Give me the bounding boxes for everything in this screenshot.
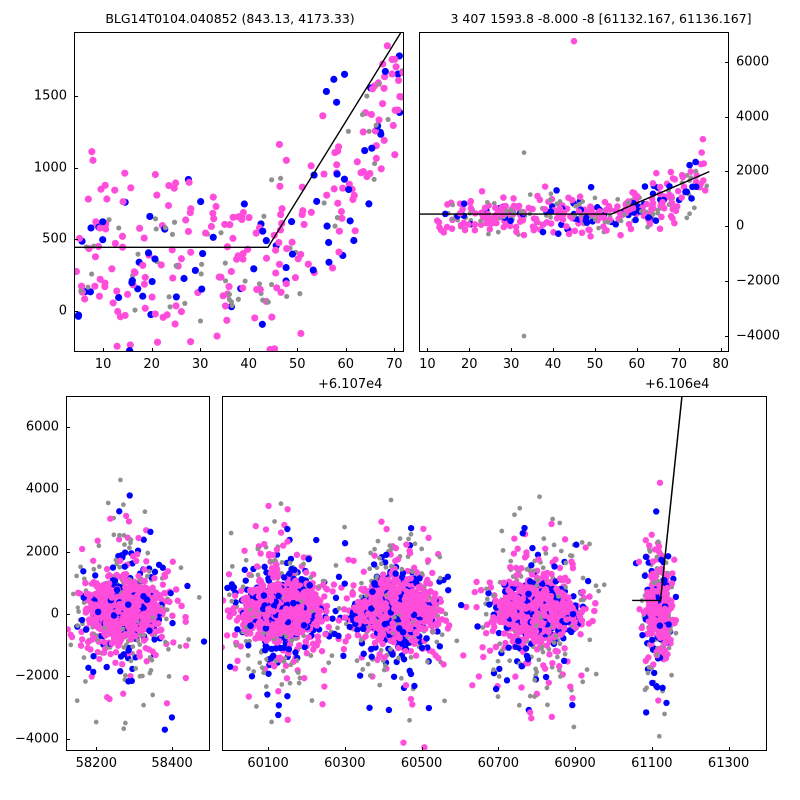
y-tick-label: 2000 (25, 544, 59, 560)
x-tick-mark (636, 348, 638, 352)
y-tick-label: 6000 (736, 54, 770, 70)
y-tick-mark (725, 171, 729, 173)
y-tick-label: 1000 (33, 160, 67, 176)
x-tick-mark (345, 348, 347, 352)
x-tick-mark (427, 348, 429, 352)
x-tick-mark (344, 747, 346, 751)
x-tick-label: 60900 (554, 756, 596, 771)
x-tick-mark (511, 348, 513, 352)
x-tick-label: 70 (386, 357, 403, 372)
y-tick-mark (66, 613, 70, 615)
y-tick-mark (66, 551, 70, 553)
y-tick-label: 4000 (25, 481, 59, 497)
y-tick-label: −4000 (736, 328, 780, 344)
y-tick-label: 6000 (25, 419, 59, 435)
top-right-x-offset-label: +6.106e4 (645, 377, 710, 392)
y-tick-mark (74, 310, 78, 312)
x-tick-mark (575, 747, 577, 751)
x-tick-label: 60700 (477, 756, 520, 771)
x-tick-mark (151, 348, 153, 352)
y-tick-label: 2000 (736, 163, 770, 179)
x-tick-label: 10 (419, 357, 436, 372)
y-tick-label: 4000 (736, 109, 770, 125)
top-left-panel (74, 32, 404, 352)
x-tick-label: 20 (460, 357, 478, 372)
y-tick-label: 500 (42, 231, 67, 247)
y-tick-mark (725, 62, 729, 64)
y-tick-mark (74, 96, 78, 98)
x-tick-label: 60100 (247, 756, 289, 771)
x-tick-mark (728, 747, 730, 751)
x-tick-label: 58400 (151, 756, 193, 771)
x-tick-mark (553, 348, 555, 352)
x-tick-label: 50 (288, 357, 306, 372)
x-tick-mark (720, 348, 722, 352)
x-tick-label: 60300 (324, 756, 366, 771)
x-tick-label: 60500 (400, 756, 443, 771)
top-left-x-offset-label: +6.107e4 (318, 377, 383, 392)
y-tick-label: −2000 (736, 273, 780, 289)
x-tick-mark (96, 747, 98, 751)
bottom-left-plot-area (67, 477, 208, 733)
top-left-panel-title: BLG14T0104.040852 (843.13, 4173.33) (105, 11, 355, 26)
x-tick-label: 61100 (631, 756, 673, 771)
y-tick-label: 1500 (33, 88, 67, 104)
bottom-right-axes (222, 396, 767, 751)
top-left-axes (74, 32, 404, 352)
y-tick-mark (66, 676, 70, 678)
x-tick-mark (172, 747, 174, 751)
x-tick-label: 80 (712, 357, 729, 372)
x-tick-label: 40 (544, 357, 562, 372)
x-tick-label: 20 (143, 357, 160, 372)
x-tick-label: 60 (337, 357, 355, 372)
y-tick-label: 0 (50, 606, 59, 622)
y-tick-mark (74, 167, 78, 169)
x-tick-label: 61300 (707, 756, 750, 771)
y-tick-mark (725, 226, 729, 228)
y-tick-mark (725, 335, 729, 337)
top-left-plot-area (75, 33, 403, 351)
top-right-axes (419, 32, 729, 352)
y-tick-label: −4000 (15, 731, 59, 747)
y-tick-mark (725, 116, 729, 118)
y-tick-mark (66, 489, 70, 491)
x-tick-mark (678, 348, 680, 352)
x-tick-label: 70 (670, 357, 687, 372)
y-tick-mark (66, 738, 70, 740)
x-tick-mark (469, 348, 471, 352)
x-tick-mark (651, 747, 653, 751)
x-tick-mark (248, 348, 250, 352)
x-tick-mark (394, 348, 396, 352)
x-tick-label: 60 (628, 357, 646, 372)
x-tick-label: 58200 (75, 756, 117, 771)
bottom-right-panel (222, 396, 767, 751)
bottom-left-axes (66, 396, 210, 751)
y-tick-mark (66, 427, 70, 429)
bottom-left-panel (66, 396, 210, 751)
y-tick-label: 0 (736, 218, 745, 234)
x-tick-mark (200, 348, 202, 352)
y-tick-mark (74, 239, 78, 241)
x-tick-label: 40 (240, 357, 257, 372)
x-tick-label: 30 (191, 357, 209, 372)
x-tick-mark (103, 348, 105, 352)
x-tick-label: 50 (586, 357, 604, 372)
y-tick-mark (725, 280, 729, 282)
x-tick-mark (297, 348, 299, 352)
bottom-right-plot-area (223, 397, 683, 750)
y-tick-label: −2000 (15, 668, 59, 684)
x-tick-label: 10 (94, 357, 112, 372)
x-tick-mark (421, 747, 423, 751)
x-tick-label: 30 (502, 357, 520, 372)
top-right-panel-title: 3 407 1593.8 -8.000 -8 [61132.167, 61136… (450, 11, 752, 26)
y-tick-label: 0 (58, 303, 67, 319)
x-tick-mark (268, 747, 270, 751)
top-right-plot-area (420, 37, 710, 339)
x-tick-mark (498, 747, 500, 751)
top-right-panel (419, 32, 729, 352)
x-tick-mark (594, 348, 596, 352)
